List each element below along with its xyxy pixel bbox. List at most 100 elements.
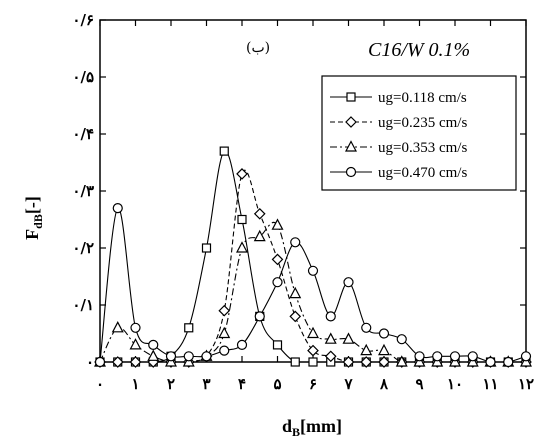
data-point-series-1 [219,146,229,156]
data-point-series-3 [147,349,160,361]
data-point-series-3 [236,241,248,253]
data-point-series-4 [201,351,212,362]
data-point-series-4 [94,356,106,368]
legend-marker-1 [346,92,356,102]
data-point-series-3 [360,343,373,356]
data-point-series-2 [129,356,142,368]
data-point-series-2 [236,168,248,180]
data-point-series-3 [289,286,302,299]
data-point-series-4 [325,311,336,322]
x-tick-label: ۸ [379,375,389,393]
data-point-series-2 [324,350,337,363]
data-point-series-4 [219,345,230,356]
x-tick-label: ۵ [273,375,281,393]
x-tick-label: ۹ [415,375,423,393]
x-tick-label: ۷ [343,375,353,393]
data-point-series-3 [378,343,390,356]
y-tick-label: ۰/۵ [72,68,94,86]
data-point-series-3 [395,355,408,367]
y-axis-title-unit: [-] [22,196,42,214]
data-point-series-1 [308,357,318,367]
data-point-series-4 [503,356,514,368]
y-tick-label: ۰/۱ [72,296,94,314]
data-point-series-4 [361,322,372,333]
data-point-series-1 [201,243,212,253]
data-point-series-4 [449,351,461,362]
data-point-series-4 [343,277,354,288]
data-point-series-4 [485,356,496,368]
x-axis-title-sub: B [292,425,300,439]
data-point-series-1 [184,323,194,333]
x-axis-title-unit: [mm] [300,416,342,436]
data-point-series-2 [307,344,319,357]
x-tick-label: ۱۱ [482,375,498,393]
data-point-series-4 [165,351,177,362]
x-tick-label: ۰ [96,375,104,393]
data-point-series-1 [237,214,247,225]
x-tick-label: ۴ [238,375,246,393]
plot-frame [99,19,527,363]
data-point-series-4 [378,328,390,339]
y-tick-label: ۰/۳ [72,182,94,200]
data-point-series-2 [289,310,302,323]
data-point-series-4 [414,351,425,362]
y-tick-label: ۰ [86,353,94,371]
data-point-series-3 [111,321,124,333]
data-point-series-3 [129,338,142,350]
legend-marker-4 [345,166,357,178]
series-line-4 [99,207,527,363]
data-point-series-2 [218,304,231,317]
series-line-2 [99,169,526,363]
legend-label-2: ug=0.235 cm/s [378,115,467,131]
data-point-series-2 [253,207,266,220]
data-point-series-3 [324,332,337,344]
y-axis-title-main: F [22,229,42,240]
x-axis-title-main: d [282,416,292,436]
x-tick-label: ۱۰ [447,375,463,393]
panel-label: (ب) [246,40,270,56]
legend: ug=0.118 cm/s ug=0.235 cm/s ug=0.353 cm/s u… [321,75,517,191]
data-point-series-4 [148,339,159,350]
data-point-series-3 [342,332,355,344]
data-point-series-4 [467,351,478,362]
data-point-series-3 [307,326,319,339]
series-markers [94,146,532,368]
legend-label-4: ug=0.470 cm/s [378,165,467,181]
data-point-series-2 [378,356,390,368]
legend-marker-3 [345,140,357,152]
x-tick-label: ۱۲ [518,375,534,393]
legend-marker-2 [345,116,357,128]
data-point-series-4 [254,311,265,322]
data-point-series-4 [236,339,248,350]
data-point-series-3 [218,326,231,339]
x-tick-label: ۲ [167,375,175,393]
legend-label-3: ug=0.353 cm/s [378,140,467,156]
data-point-series-4 [307,265,319,276]
data-point-series-4 [112,203,123,214]
data-point-series-4 [183,351,194,362]
data-point-series-4 [272,277,283,288]
legend-label-1: ug=0.118 cm/s [378,90,467,106]
x-tick-label: ۶ [309,375,317,393]
y-tick-label: ۰/۶ [72,11,94,29]
x-tick-label: ۳ [202,375,210,393]
data-point-series-3 [253,229,266,242]
data-point-series-2 [111,356,124,368]
data-point-series-4 [130,322,141,333]
data-point-series-1 [272,340,283,350]
data-point-series-1 [290,357,300,367]
annotation-label: C16/W 0.1% [368,39,470,61]
data-point-series-2 [271,253,284,266]
series-line-3 [99,221,526,363]
x-tick-label: ۱ [131,375,139,393]
y-axis-title-sub: dB [31,214,45,229]
y-tick-label: ۰/۴ [72,125,94,143]
data-point-series-3 [271,218,284,230]
data-point-series-4 [520,351,532,362]
x-axis-title: dB[mm] [282,416,342,439]
y-axis-title: FdB[-] [22,196,45,240]
y-tick-label: ۰/۲ [72,239,94,257]
data-point-series-4 [432,351,443,362]
